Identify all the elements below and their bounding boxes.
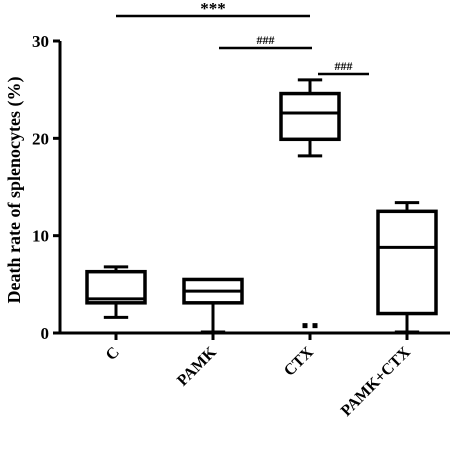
y-tick-label: 10: [32, 227, 49, 246]
box-body: [279, 91, 341, 142]
significance-label: ###: [335, 59, 353, 73]
outlier-point: [302, 323, 308, 329]
y-tick-label: 30: [32, 32, 49, 51]
box-c: [85, 265, 147, 319]
y-tick-label: 20: [32, 129, 49, 148]
significance-label: ###: [257, 33, 275, 47]
significance-annotations: *** ### ###: [116, 0, 369, 76]
x-tick-label: PAMK+CTX: [338, 343, 414, 419]
x-tick-label: C: [103, 344, 123, 364]
significance-label: ***: [200, 0, 226, 18]
box-body: [376, 209, 438, 316]
box-pamk-ctx: [376, 201, 438, 334]
box-ctx: [279, 78, 341, 329]
y-tick-label: 0: [41, 324, 50, 343]
box-series: [85, 78, 438, 334]
box-pamk: [182, 277, 244, 334]
x-tick-label: PAMK: [174, 343, 220, 389]
x-tick-label: CTX: [281, 343, 317, 379]
outlier-point: [312, 323, 318, 329]
y-axis-label: Death rate of splenocytes (%): [4, 77, 25, 304]
